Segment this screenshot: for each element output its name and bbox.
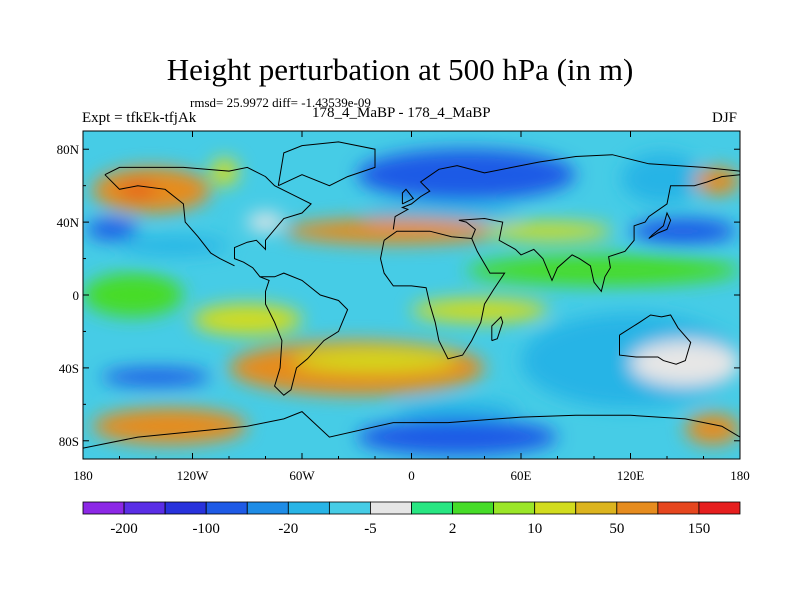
field-region-11	[694, 167, 740, 195]
field-region-4	[119, 236, 229, 255]
field-region-13	[192, 304, 302, 336]
x-tick-label: 120W	[177, 468, 210, 483]
y-tick-label: 80S	[59, 434, 79, 449]
x-tick-label: 0	[408, 468, 415, 483]
colorbar-label: -200	[110, 521, 138, 537]
colorbar-box	[164, 501, 207, 515]
colorbar-box	[698, 501, 741, 515]
x-tick-label: 180	[73, 468, 93, 483]
colorbar-box	[205, 501, 248, 515]
field-region-24	[83, 273, 184, 317]
coastline-5	[619, 314, 692, 365]
coastline-7	[277, 141, 376, 187]
field-region-12	[630, 218, 737, 244]
coastline-6	[83, 411, 740, 449]
y-tick-label: 80N	[57, 142, 80, 157]
colorbar-box	[493, 501, 536, 515]
season-label: DJF	[712, 110, 738, 126]
field-region-20	[411, 298, 549, 323]
colorbar-box	[123, 501, 166, 515]
field-region-5	[247, 213, 284, 232]
colorbar-box	[246, 501, 289, 515]
colorbar-label: 2	[449, 521, 457, 537]
field-region-17	[92, 407, 248, 445]
chart-title: Height perturbation at 500 hPa (in m)	[166, 52, 634, 87]
colorbar-box	[287, 501, 330, 515]
x-tick-label: 180	[730, 468, 750, 483]
field-region-15	[292, 349, 458, 372]
field-region-3	[86, 218, 138, 241]
field-region-23	[685, 413, 740, 445]
coastline-3	[392, 154, 740, 230]
colorbar-label: -20	[278, 521, 298, 537]
coastline-2	[379, 230, 506, 360]
experiment-label: Expt = tfkEk-tfjAk	[82, 110, 197, 126]
field-region-16	[101, 367, 211, 387]
field-region-22	[630, 340, 740, 387]
coastline-0	[104, 166, 349, 396]
colorbar-box	[616, 501, 659, 515]
colorbar-label: -100	[192, 521, 220, 537]
stats-label: rmsd= 25.9972 diff= -1.43539e-09	[190, 95, 371, 110]
coastline-8	[401, 188, 415, 205]
field-region-8	[283, 218, 503, 244]
field-region-6	[356, 149, 576, 201]
field-region-2	[210, 158, 239, 186]
x-tick-label: 120E	[617, 468, 645, 483]
field-region-9	[484, 222, 613, 241]
colorbar-box	[452, 501, 495, 515]
field-region-25	[466, 254, 740, 286]
field-region-19	[393, 400, 521, 419]
x-tick-label: 60W	[289, 468, 315, 483]
colorbar-box	[370, 501, 412, 515]
colorbar-label: 50	[609, 521, 624, 537]
y-tick-label: 40N	[57, 215, 80, 230]
runs-label: 178_4_MaBP - 178_4_MaBP	[312, 105, 491, 121]
coastline-9	[648, 211, 672, 239]
colorbar-box	[534, 501, 577, 515]
colorbar-box	[328, 501, 371, 515]
coastline-4	[458, 174, 740, 293]
colorbar-box	[657, 501, 700, 515]
coastline-10	[491, 315, 504, 342]
colorbar-box	[575, 501, 618, 515]
colorbar-label: -5	[364, 521, 377, 537]
y-tick-label: 0	[73, 288, 80, 303]
colorbar-box	[411, 501, 453, 515]
coastline-1	[104, 174, 235, 267]
colorbar-label: 10	[527, 521, 542, 537]
x-tick-label: 60E	[511, 468, 532, 483]
colorbar-label: 150	[688, 521, 711, 537]
colorbar-box	[82, 501, 125, 515]
field-region-18	[356, 418, 558, 456]
y-tick-label: 40S	[59, 361, 79, 376]
